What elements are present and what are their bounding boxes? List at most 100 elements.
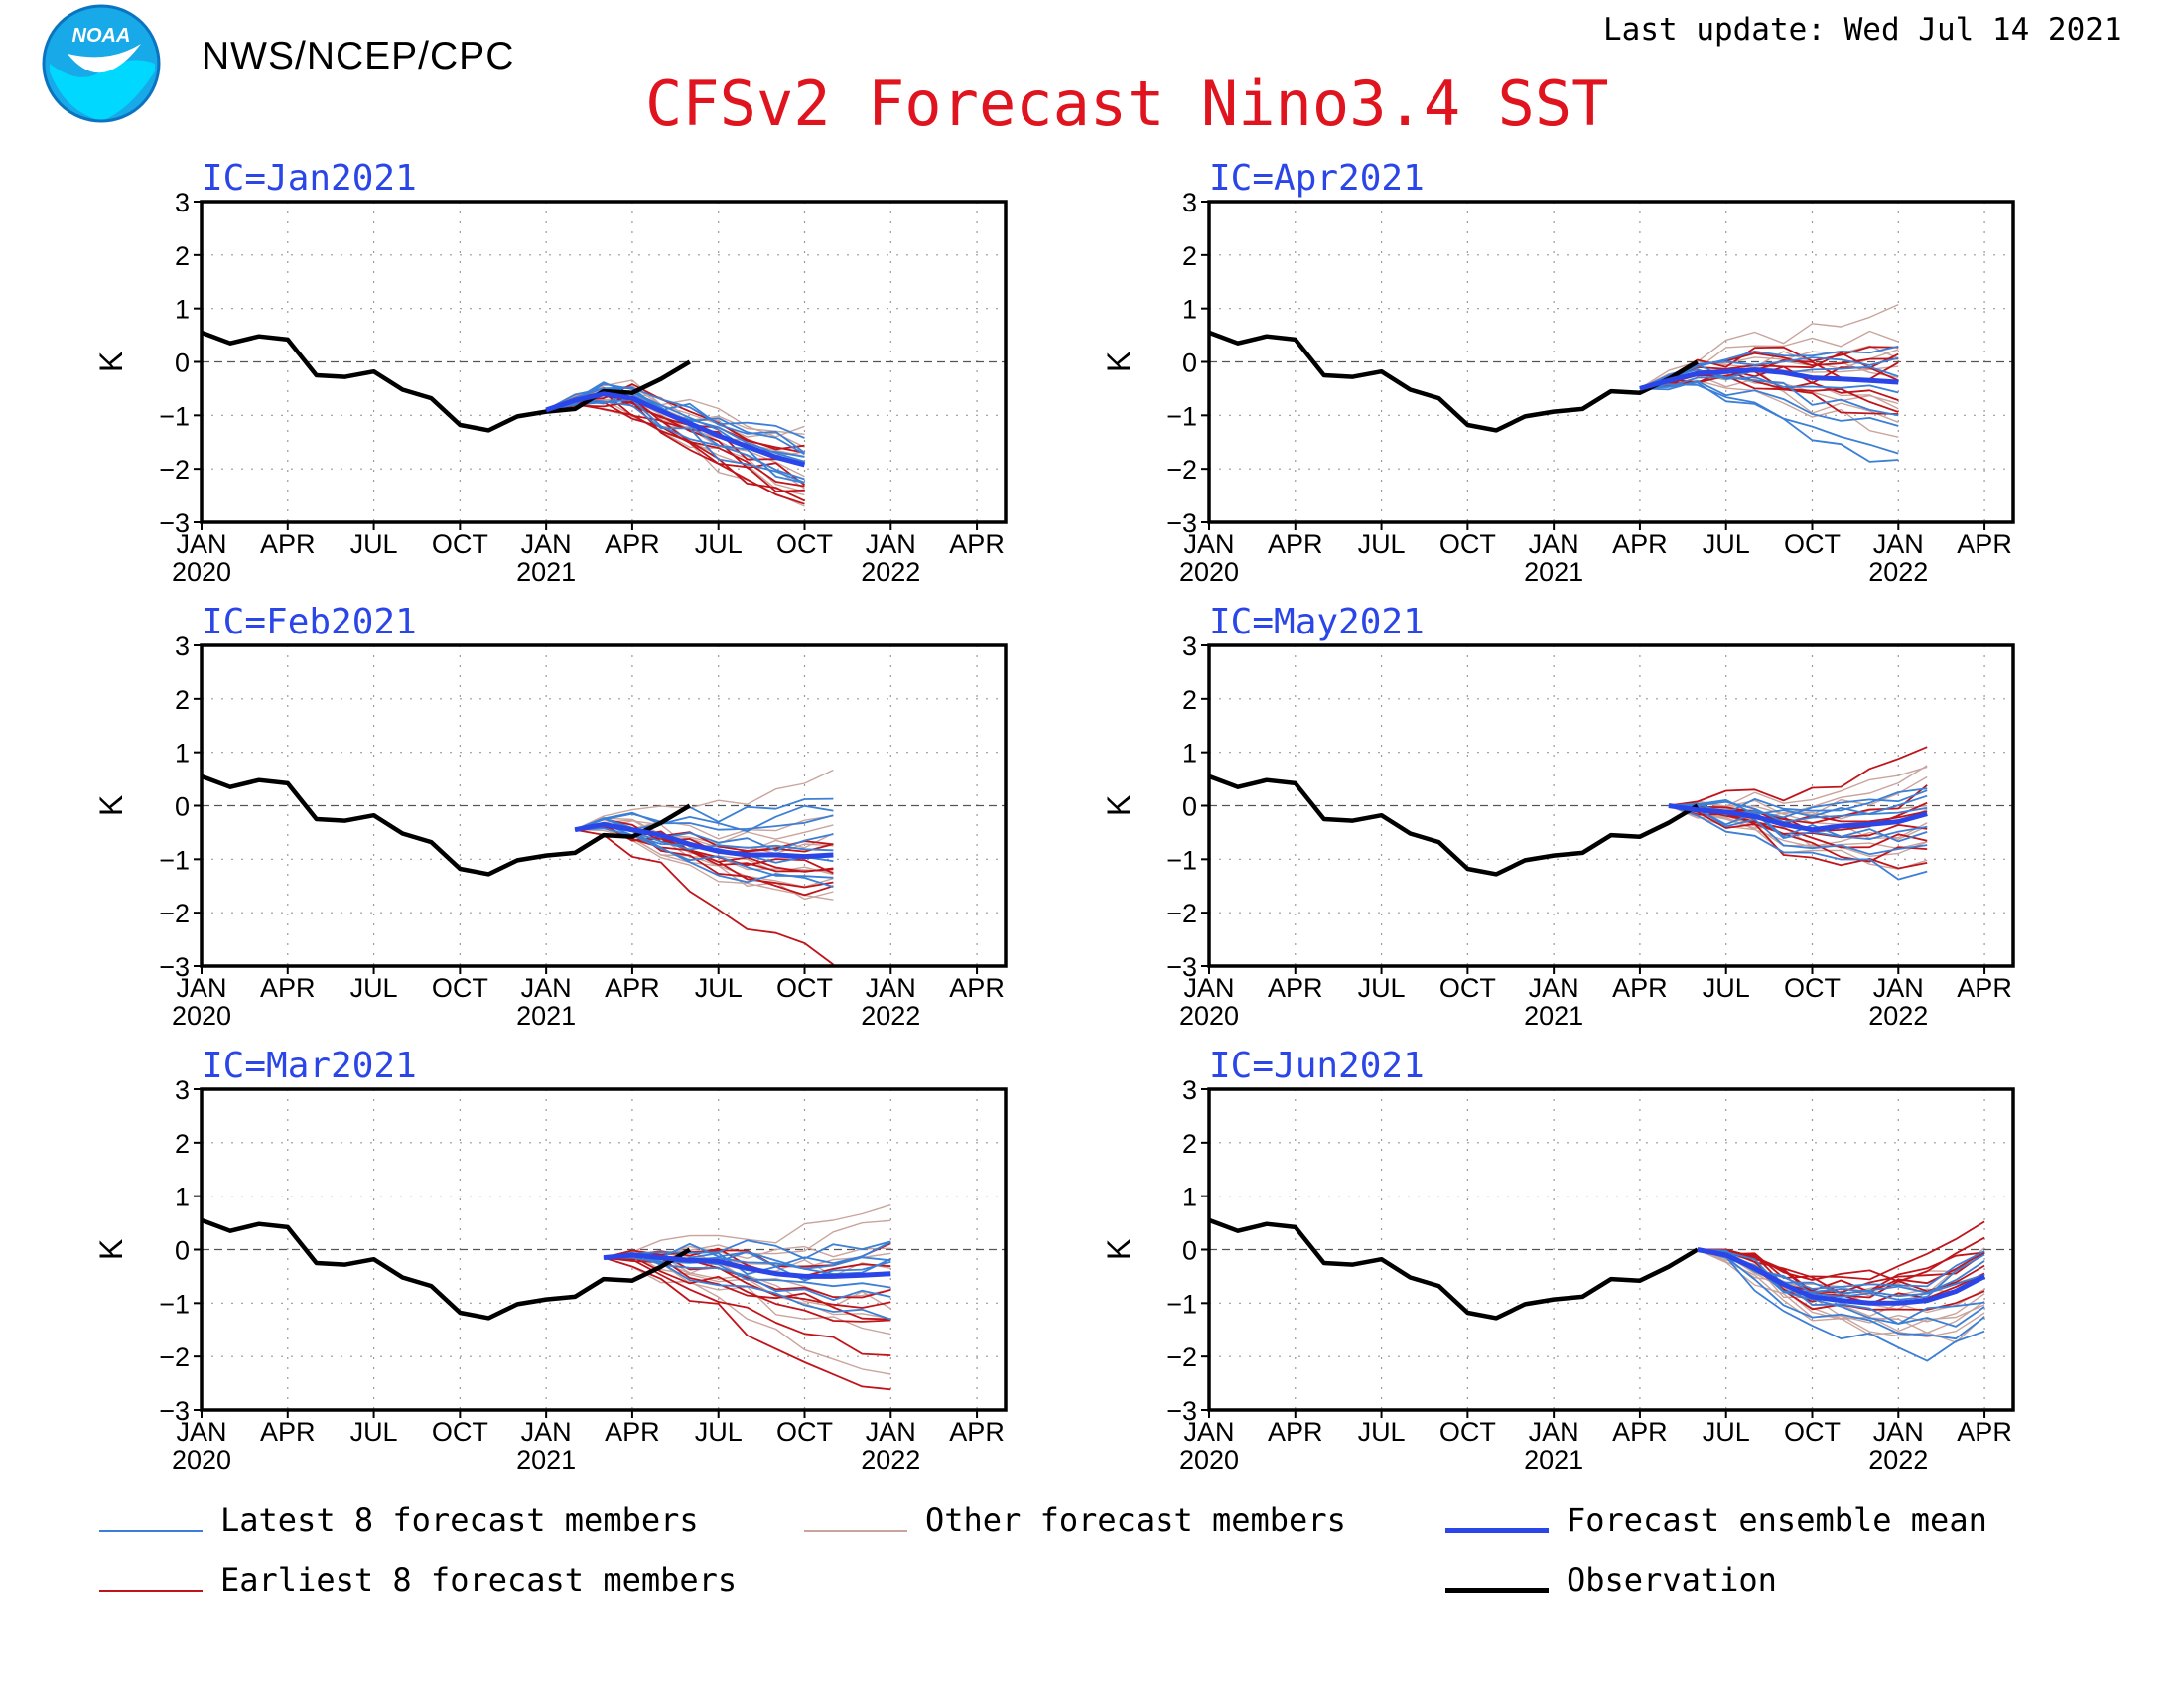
y-tick-label: 1 (175, 1183, 190, 1212)
x-tick-label: OCT (432, 973, 488, 1003)
x-tick-label: APR (1957, 1417, 2012, 1447)
observation-line (1208, 774, 1699, 877)
y-tick-label: −2 (159, 455, 190, 485)
y-tick-label: 1 (1182, 1183, 1197, 1212)
x-tick-label: JUL (350, 529, 398, 559)
x-tick-label: JAN (1183, 1417, 1234, 1447)
y-tick-label: 1 (175, 739, 190, 769)
y-tick-label: 2 (175, 241, 190, 271)
x-tick-label: JAN (176, 1417, 226, 1447)
header-org: NWS/NCEP/CPC (202, 35, 515, 77)
y-tick-label: 3 (1182, 188, 1197, 217)
x-tick-label: APR (1268, 973, 1323, 1003)
x-tick-label: OCT (776, 973, 833, 1003)
x-tick-year: 2021 (1524, 557, 1583, 587)
ic-label: IC=Jun2021 (1209, 1046, 1425, 1086)
x-tick-year: 2020 (172, 557, 231, 587)
x-tick-year: 2020 (1179, 1445, 1239, 1475)
y-tick-label: 1 (1182, 739, 1197, 769)
latest-member-8 (574, 797, 834, 831)
latest-member-3 (574, 814, 834, 831)
x-tick-label: JAN (866, 973, 916, 1003)
y-tick-label: 2 (1182, 1129, 1197, 1159)
x-tick-label: APR (605, 973, 660, 1003)
legend-label-earliest: Earliest 8 forecast members (220, 1561, 738, 1599)
y-tick-label: 3 (1182, 1075, 1197, 1105)
other-member-9 (603, 1256, 891, 1375)
observation-line (201, 1217, 691, 1321)
ic-label: IC=Jan2021 (202, 158, 417, 199)
y-tick-label: 0 (1182, 1236, 1197, 1266)
latest-member-5 (1668, 799, 1928, 818)
y-axis-label: K (1101, 1239, 1137, 1260)
y-axis-label: K (93, 795, 129, 816)
x-tick-label: APR (260, 1417, 316, 1447)
y-tick-label: 0 (175, 792, 190, 822)
x-tick-label: OCT (432, 1417, 488, 1447)
earliest-member-5 (545, 403, 805, 502)
legend-swatch-mean (1445, 1528, 1549, 1533)
latest-member-7 (603, 1256, 891, 1321)
latest-member-1 (1697, 1248, 1985, 1362)
x-tick-label: OCT (776, 529, 833, 559)
x-tick-label: JUL (350, 1417, 398, 1447)
ic-label: IC=Feb2021 (202, 602, 417, 642)
other-member-10 (574, 769, 834, 831)
x-tick-label: JUL (695, 529, 743, 559)
x-tick-label: JAN (1529, 973, 1579, 1003)
x-tick-year: 2022 (1868, 557, 1928, 587)
x-tick-label: OCT (1439, 973, 1496, 1003)
x-tick-label: APR (1957, 529, 2012, 559)
latest-member-6 (1697, 1248, 1985, 1298)
last-update: Last update: Wed Jul 14 2021 (1603, 12, 2122, 48)
y-tick-label: 2 (1182, 685, 1197, 715)
ic-label: IC=Apr2021 (1209, 158, 1425, 199)
y-tick-label: 1 (175, 295, 190, 325)
x-tick-year: 2022 (861, 1445, 920, 1475)
observation-line (1208, 1217, 1699, 1321)
y-tick-label: 0 (1182, 349, 1197, 378)
x-tick-label: APR (605, 1417, 660, 1447)
other-member-10 (1668, 804, 1928, 850)
latest-member-7 (1639, 380, 1899, 427)
ensemble-mean-line (574, 821, 834, 860)
y-tick-label: −2 (159, 1342, 190, 1372)
y-tick-label: 3 (1182, 632, 1197, 661)
x-tick-year: 2020 (172, 1001, 231, 1031)
x-tick-year: 2021 (1524, 1001, 1583, 1031)
x-tick-label: JAN (521, 973, 572, 1003)
x-tick-label: APR (605, 529, 660, 559)
x-tick-year: 2022 (1868, 1001, 1928, 1031)
latest-member-8 (1639, 368, 1899, 394)
x-tick-year: 2021 (1524, 1445, 1583, 1475)
x-tick-label: JUL (695, 973, 743, 1003)
y-tick-label: −2 (1166, 899, 1197, 928)
y-tick-label: −1 (1166, 1289, 1197, 1319)
other-member-3 (1639, 303, 1899, 389)
x-tick-label: JAN (1529, 1417, 1579, 1447)
ensemble-mean-line (1668, 803, 1928, 833)
y-tick-label: −3 (159, 1396, 190, 1426)
y-tick-label: −1 (159, 401, 190, 431)
y-tick-label: −3 (159, 508, 190, 538)
logo-text: NOAA (72, 25, 131, 47)
y-tick-label: −1 (1166, 845, 1197, 875)
x-tick-label: OCT (1784, 973, 1841, 1003)
earliest-member-6 (1697, 1248, 1985, 1294)
y-tick-label: 0 (175, 349, 190, 378)
x-tick-label: JUL (1358, 973, 1406, 1003)
latest-member-4 (545, 398, 805, 484)
x-tick-label: JAN (1873, 973, 1924, 1003)
x-tick-year: 2022 (861, 1001, 920, 1031)
y-tick-label: 1 (1182, 295, 1197, 325)
x-tick-year: 2020 (172, 1445, 231, 1475)
x-tick-year: 2022 (1868, 1445, 1928, 1475)
noaa-logo: NOAA (42, 4, 161, 123)
y-tick-label: 3 (175, 188, 190, 217)
y-tick-label: −2 (1166, 1342, 1197, 1372)
y-axis-label: K (93, 1239, 129, 1260)
